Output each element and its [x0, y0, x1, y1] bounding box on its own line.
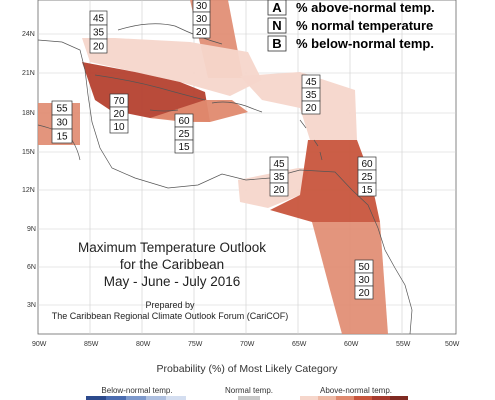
legend-swatch-above: [372, 396, 390, 400]
svg-text:35: 35: [273, 172, 285, 183]
title-line-2: for the Caribbean: [120, 257, 224, 272]
legend-swatch-above: [390, 396, 408, 400]
legend-normal-label: Normal temp.: [225, 386, 273, 395]
lon-label: 90W: [32, 341, 47, 348]
legend-heading: Probability (%) of Most Likely Category: [157, 363, 339, 375]
category-key: A % above-normal temp. N % normal temper…: [267, 0, 435, 52]
svg-text:20: 20: [196, 27, 208, 38]
lon-label: 70W: [240, 341, 255, 348]
lon-label: 85W: [84, 341, 99, 348]
map-title: Maximum Temperature Outlook for the Cari…: [78, 240, 266, 289]
key-letter-b: B: [272, 36, 281, 51]
legend-swatch-below: [146, 396, 166, 400]
legend-labels: Below-normal temp. Normal temp. Above-no…: [101, 386, 392, 395]
lat-label: 18N: [22, 110, 35, 117]
key-box-a: [267, 0, 287, 16]
svg-text:35: 35: [93, 28, 105, 39]
svg-text:70: 70: [113, 96, 125, 107]
svg-text:10: 10: [113, 122, 125, 133]
prob-box-abc-islands: 45 35 20: [269, 156, 289, 197]
lon-labels: 90W 85W 80W 75W 70W 65W 60W 55W 50W: [32, 341, 460, 348]
legend-color-bar: [86, 396, 408, 400]
legend-below-label: Below-normal temp.: [101, 386, 172, 395]
legend-above-label: Above-normal temp.: [320, 386, 392, 395]
prob-box-jamaica: 70 20 10: [109, 93, 129, 134]
svg-text:60: 60: [361, 159, 373, 170]
zone-guianas: [312, 222, 388, 334]
zone-hispaniola-south: [150, 100, 248, 122]
prob-box-gulf-cuba: 45 35 20: [89, 10, 108, 54]
lat-labels: 24N 21N 18N 15N 12N 9N 6N 3N: [22, 31, 36, 309]
svg-text:50: 50: [358, 262, 370, 273]
key-text-n: % normal temperature: [296, 18, 433, 33]
svg-text:60: 60: [178, 116, 190, 127]
svg-text:30: 30: [358, 275, 370, 286]
lon-label: 55W: [396, 341, 411, 348]
legend-swatch-normal: [238, 396, 260, 400]
legend-swatch-above: [300, 396, 318, 400]
prob-box-lesser-antilles-north: 45 35 20: [301, 74, 321, 115]
svg-text:20: 20: [113, 109, 125, 120]
svg-text:25: 25: [361, 172, 373, 183]
prob-box-hispaniola-south: 60 25 15: [174, 113, 194, 154]
legend-swatch-above: [336, 396, 354, 400]
map-credit: Prepared by The Caribbean Regional Clima…: [52, 300, 289, 321]
svg-text:15: 15: [361, 185, 373, 196]
zone-trinidad-region: [270, 140, 380, 222]
prob-box-belize: 55 30 15: [51, 100, 73, 144]
key-letter-n: N: [272, 18, 281, 33]
lat-label: 15N: [22, 149, 35, 156]
lat-label: 6N: [27, 264, 36, 271]
zone-lesser-antilles-north: [240, 72, 357, 140]
svg-text:20: 20: [93, 42, 105, 53]
lon-label: 50W: [445, 341, 460, 348]
svg-text:15: 15: [178, 142, 190, 153]
svg-text:20: 20: [305, 103, 317, 114]
lon-label: 80W: [136, 341, 151, 348]
key-text-b: % below-normal temp.: [296, 36, 434, 51]
svg-text:30: 30: [196, 1, 208, 12]
legend-swatch-below: [86, 396, 106, 400]
lat-label: 12N: [22, 187, 35, 194]
credit-line-2: The Caribbean Regional Climate Outlook F…: [52, 311, 289, 321]
lon-label: 65W: [292, 341, 307, 348]
key-letter-a: A: [272, 0, 282, 15]
svg-text:45: 45: [273, 159, 285, 170]
legend-swatch-above: [354, 396, 372, 400]
legend-swatch-above: [318, 396, 336, 400]
legend-swatch-below: [166, 396, 186, 400]
key-box-n: [267, 17, 287, 34]
lat-label: 3N: [27, 302, 36, 309]
svg-text:55: 55: [56, 104, 68, 115]
key-text-a: % above-normal temp.: [296, 0, 435, 15]
lon-label: 60W: [344, 341, 359, 348]
coastlines: [37, 23, 413, 335]
zone-gulf-cuba: [82, 38, 262, 96]
svg-text:15: 15: [56, 132, 68, 143]
svg-text:30: 30: [196, 14, 208, 25]
key-box-b: [267, 35, 287, 52]
svg-text:20: 20: [273, 185, 285, 196]
legend-swatch-below: [126, 396, 146, 400]
svg-text:35: 35: [305, 90, 317, 101]
svg-text:45: 45: [305, 77, 317, 88]
legend-swatch-below: [106, 396, 126, 400]
svg-text:45: 45: [93, 14, 105, 25]
prob-box-guianas: 50 30 20: [354, 259, 374, 300]
lat-label: 9N: [27, 226, 36, 233]
title-line-1: Maximum Temperature Outlook: [78, 240, 266, 255]
lon-label: 75W: [188, 341, 203, 348]
title-line-3: May - June - July 2016: [104, 274, 241, 289]
prob-box-bahamas: 30 30 20: [192, 0, 211, 39]
svg-text:25: 25: [178, 129, 190, 140]
lat-label: 24N: [22, 31, 35, 38]
svg-text:30: 30: [56, 118, 68, 129]
prob-box-trinidad-region: 60 25 15: [357, 156, 377, 197]
svg-text:20: 20: [358, 288, 370, 299]
lat-label: 21N: [22, 70, 35, 77]
credit-line-1: Prepared by: [145, 300, 195, 310]
forecast-zones: [38, 0, 388, 334]
